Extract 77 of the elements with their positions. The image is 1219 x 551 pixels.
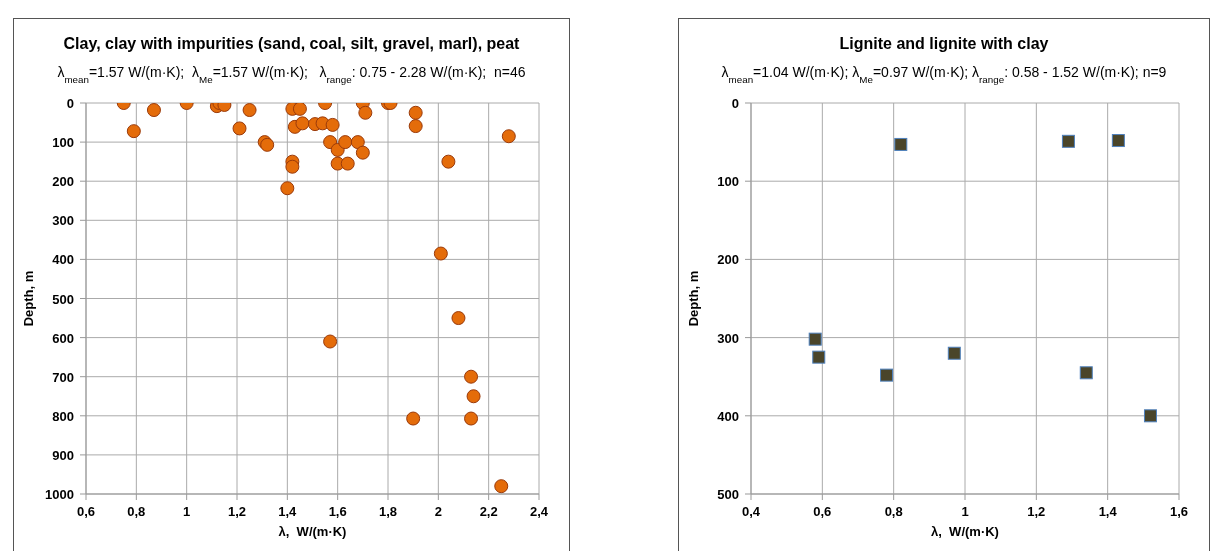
y-tick-label: 0 — [731, 96, 739, 111]
y-tick-label: 700 — [52, 369, 74, 385]
point — [338, 135, 353, 150]
point — [494, 479, 509, 494]
point — [812, 350, 826, 364]
y-tick-label: 500 — [717, 487, 739, 502]
point — [1111, 134, 1125, 148]
chart-title: Clay, clay with impurities (sand, coal, silt, gravel, marl), peat — [63, 35, 521, 52]
point — [325, 117, 340, 132]
point — [292, 103, 307, 116]
point — [1079, 366, 1093, 380]
point — [295, 116, 310, 131]
y-tick-label: 200 — [717, 252, 739, 268]
point — [880, 368, 894, 382]
y-tick-label: 600 — [52, 330, 74, 346]
point — [350, 135, 365, 150]
x-tick-label: 1,6 — [328, 504, 347, 519]
point — [408, 119, 423, 134]
point — [808, 332, 822, 346]
point — [280, 181, 295, 196]
x-tick-label: 1,8 — [378, 504, 398, 519]
chart-title: Lignite and lignite with clay — [839, 35, 1049, 52]
x-tick-label: 0,8 — [884, 504, 903, 519]
x-axis-title: λ, W/(m·K) — [931, 524, 999, 539]
x-tick-label: 1,2 — [227, 504, 247, 519]
y-axis-title: Depth, m — [20, 270, 36, 327]
point — [232, 121, 247, 136]
x-tick-label: 1 — [183, 504, 191, 519]
chart-subtitle: λ$_{mean}$=1.57 W/(m·K); λ$_{Me}$=1.57 W/(m·K); λ$_{range}$: 0.75 - 2.28 W/(m·K); n=46 — [57, 64, 526, 85]
point — [894, 137, 908, 151]
point — [355, 145, 370, 160]
point — [464, 411, 479, 426]
point — [323, 334, 338, 349]
point — [242, 103, 257, 118]
y-tick-label: 100 — [52, 135, 74, 151]
y-tick-label: 800 — [52, 408, 74, 424]
x-tick-label: 0,6 — [76, 504, 96, 519]
point — [501, 129, 516, 144]
point — [451, 311, 466, 326]
y-axis-title: Depth, m — [685, 270, 701, 327]
y-tick-label: 900 — [52, 447, 74, 463]
y-tick-label: 400 — [717, 408, 739, 424]
x-tick-label: 2,4 — [529, 504, 549, 519]
x-tick-label: 0,8 — [127, 504, 146, 519]
y-tick-label: 100 — [717, 174, 739, 190]
point — [466, 389, 481, 404]
y-tick-label: 1000 — [45, 487, 74, 502]
x-tick-label: 1 — [961, 504, 969, 519]
x-axis-title: λ, W/(m·K) — [278, 524, 347, 539]
x-tick-label: 1,4 — [278, 504, 298, 519]
y-tick-label: 400 — [52, 252, 74, 268]
point — [406, 411, 421, 426]
y-tick-label: 0 — [66, 96, 74, 111]
y-tick-label: 200 — [52, 174, 74, 190]
x-tick-label: 2,2 — [479, 504, 498, 519]
y-tick-label: 300 — [52, 213, 74, 229]
y-tick-label: 500 — [52, 291, 74, 307]
x-tick-label: 1,6 — [1169, 504, 1189, 519]
point — [340, 156, 355, 171]
x-tick-label: 0,4 — [741, 504, 761, 519]
point — [464, 369, 479, 384]
point — [947, 346, 961, 360]
point — [126, 124, 141, 139]
point — [1143, 409, 1157, 423]
y-tick-label: 300 — [717, 330, 739, 346]
point — [146, 103, 161, 118]
point — [441, 154, 456, 169]
chart-subtitle: λ$_{mean}$=1.04 W/(m·K); λ$_{Me}$=0.97 W/(m·K); λ$_{range}$: 0.58 - 1.52 W/(m·K); n=9 — [721, 64, 1167, 85]
point — [1061, 134, 1075, 148]
x-tick-label: 1,4 — [1098, 504, 1118, 519]
x-tick-label: 0,6 — [813, 504, 832, 519]
x-tick-label: 1,2 — [1027, 504, 1046, 519]
point — [358, 105, 373, 120]
x-tick-label: 2 — [434, 504, 442, 519]
point — [408, 105, 423, 120]
point — [285, 159, 300, 174]
point — [433, 246, 448, 261]
